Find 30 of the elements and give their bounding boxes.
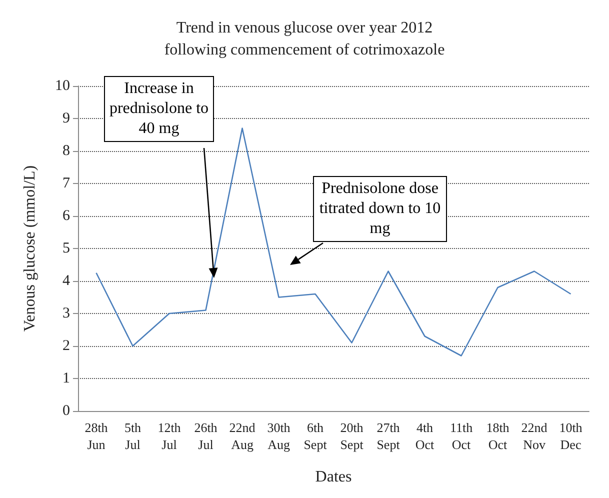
y-tick-label: 5 bbox=[62, 240, 70, 256]
y-tick-label: 3 bbox=[62, 306, 70, 322]
x-tick-label: 28th Jun bbox=[84, 420, 108, 452]
x-tick-label: 30th Aug bbox=[267, 420, 291, 452]
x-axis-title: Dates bbox=[315, 468, 352, 486]
y-tick-label: 8 bbox=[62, 143, 70, 159]
x-tick-label: 5th Jul bbox=[124, 420, 142, 452]
x-tick-label: 6th Sept bbox=[304, 420, 328, 452]
y-tick-label: 9 bbox=[62, 110, 70, 126]
x-tick-label: 12th Jul bbox=[158, 420, 182, 452]
x-tick-label: 4th Oct bbox=[415, 420, 435, 452]
y-tick-label: 7 bbox=[62, 176, 70, 192]
x-tick-label: 18th Oct bbox=[486, 420, 510, 452]
y-tick-label: 10 bbox=[55, 78, 70, 94]
x-tick-label: 22nd Aug bbox=[229, 420, 256, 452]
x-tick-label: 11th Oct bbox=[450, 420, 474, 452]
x-tick-label: 22nd Nov bbox=[521, 420, 548, 452]
x-tick-label: 27th Sept bbox=[376, 420, 400, 452]
annotation: Prednisolone dose titrated down to 10 mg bbox=[313, 176, 447, 242]
chart-title: Trend in venous glucose over year 2012 following commencement of cotrimoxazole bbox=[164, 20, 445, 58]
y-tick-label: 0 bbox=[62, 403, 70, 419]
x-tick-label: 20th Sept bbox=[340, 420, 364, 452]
x-tick-label: 10th Dec bbox=[559, 420, 583, 452]
y-tick-label: 1 bbox=[62, 370, 70, 386]
y-tick-label: 4 bbox=[62, 273, 70, 289]
annotation: Increase in prednisolone to 40 mg bbox=[104, 76, 214, 142]
y-tick-label: 2 bbox=[62, 338, 70, 354]
y-axis-title: Venous glucose (mmol/L) bbox=[22, 165, 38, 332]
y-tick-label: 6 bbox=[62, 208, 70, 224]
x-tick-label: 26th Jul bbox=[194, 420, 218, 452]
